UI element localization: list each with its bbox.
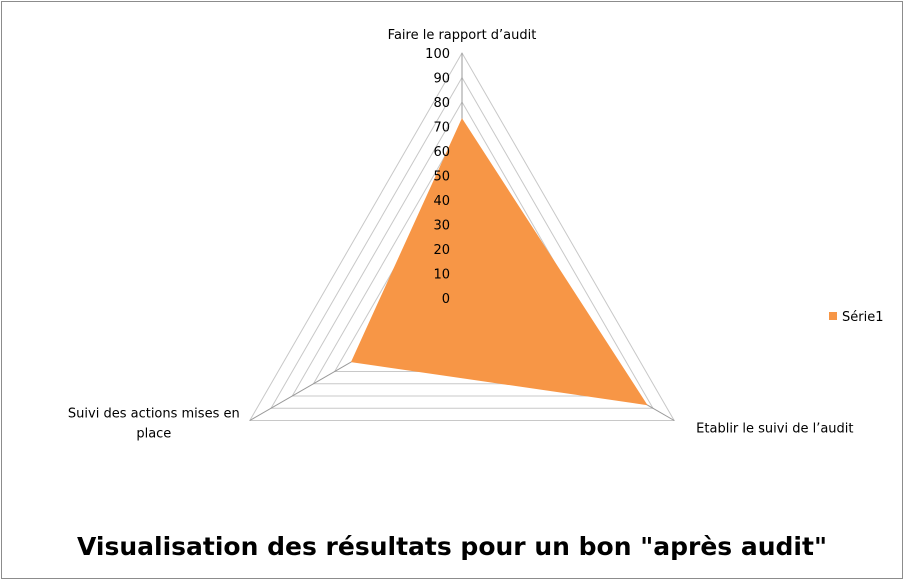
tick-label: 70 bbox=[433, 121, 450, 136]
tick-label: 50 bbox=[433, 170, 450, 185]
category-label: Suivi des actions mises en bbox=[68, 407, 240, 422]
category-label: Faire le rapport d’audit bbox=[388, 28, 537, 43]
grid-ring-80 bbox=[291, 100, 633, 397]
tick-label: 90 bbox=[433, 72, 450, 87]
tick-label: 0 bbox=[442, 292, 450, 307]
tick-label: 100 bbox=[425, 47, 450, 62]
tick-label: 80 bbox=[433, 96, 450, 111]
legend-label: Série1 bbox=[842, 310, 883, 325]
series-area bbox=[350, 118, 648, 406]
tick-label: 40 bbox=[433, 194, 450, 209]
tick-label: 60 bbox=[433, 145, 450, 160]
chart-title: Visualisation des résultats pour un bon … bbox=[77, 532, 827, 561]
grid-ring-100 bbox=[248, 51, 676, 421]
category-label: Etablir le suivi de l’audit bbox=[696, 422, 853, 437]
grid-ring-90 bbox=[270, 76, 654, 409]
legend-swatch bbox=[829, 312, 837, 320]
tick-label: 20 bbox=[433, 243, 450, 258]
legend: Série1 bbox=[829, 310, 883, 325]
radial-axis-ticks: 0 10 20 30 40 50 60 70 80 90 100 bbox=[425, 47, 450, 307]
category-labels: Faire le rapport d’audit Etablir le suivi… bbox=[68, 28, 854, 442]
tick-label: 10 bbox=[433, 268, 450, 283]
category-label: place bbox=[136, 427, 171, 442]
tick-label: 30 bbox=[433, 219, 450, 234]
radar-series bbox=[350, 118, 648, 406]
